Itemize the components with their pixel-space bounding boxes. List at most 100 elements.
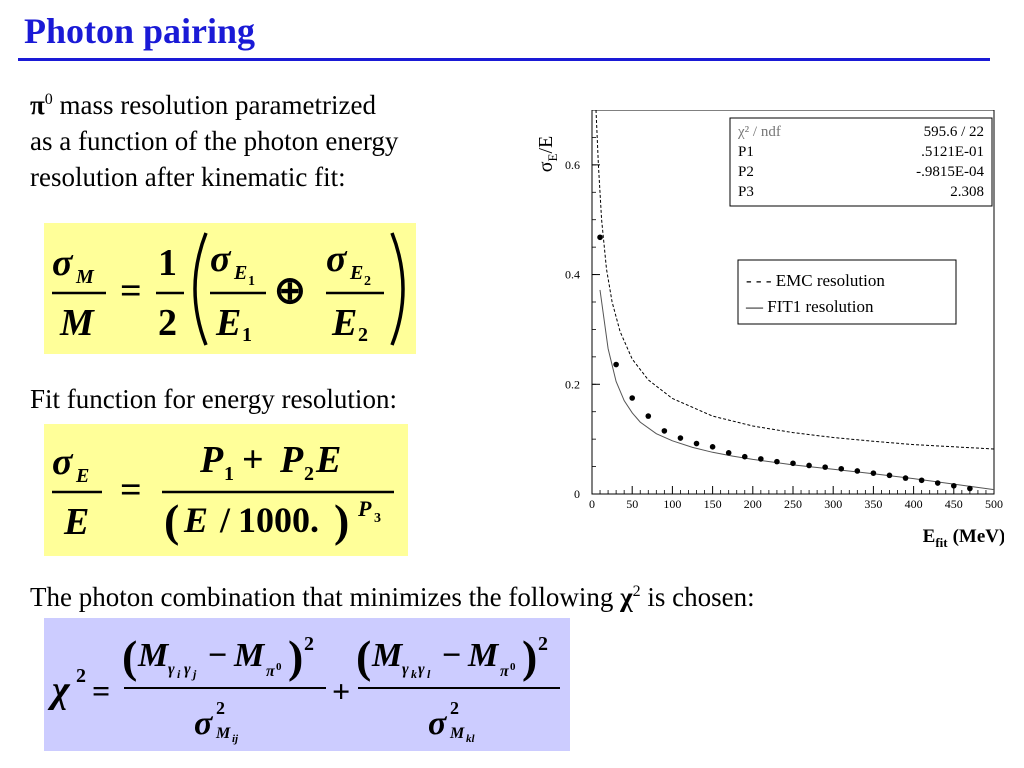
equals-sign: = — [120, 469, 142, 511]
stat-value: -.9815E-04 — [916, 164, 984, 180]
stats-box: χ² / ndf 595.6 / 22 P1 .5121E-01 P2 -.9815E-0… — [729, 117, 993, 207]
x-axis-title: Efit (MeV) — [923, 526, 1004, 550]
data-point — [854, 468, 861, 474]
p1: P — [199, 439, 224, 481]
legend: - - - EMC resolution — FIT1 resolution — [737, 259, 957, 325]
chi-square-power: 2 — [76, 665, 86, 687]
data-point — [725, 450, 732, 456]
intro-line-3: resolution after kinematic fit: — [30, 161, 346, 192]
data-point — [918, 477, 925, 484]
data-point — [774, 458, 780, 465]
x-tick-label: 450 — [945, 497, 963, 511]
denom-e1: E — [215, 302, 241, 344]
legend-frame — [737, 259, 957, 325]
y-axis-title: σE/E — [535, 136, 560, 173]
left-paren: ( — [164, 495, 179, 546]
minus-1: − — [208, 637, 227, 674]
right-paren: ) — [334, 495, 349, 546]
sigma-sub-ij: ij — [232, 733, 239, 745]
x-tick-label: 250 — [784, 497, 802, 511]
index-i: i — [177, 667, 181, 681]
pi-symbol: π — [30, 90, 45, 120]
x-tick-label: 400 — [905, 497, 923, 511]
chi-text-before: The photon combination that minimizes th… — [30, 582, 614, 612]
x-tick-label: 200 — [744, 497, 762, 511]
fit1-resolution-curve — [599, 289, 995, 491]
y-tick-label: 0.6 — [565, 158, 580, 172]
data-point — [677, 435, 684, 441]
legend-entry: — FIT1 resolution — [745, 297, 874, 316]
x-label-e: E — [923, 526, 936, 547]
index-l: l — [427, 667, 431, 681]
sub-e: E — [75, 465, 89, 487]
data-point — [597, 234, 603, 241]
m-2: M — [371, 637, 404, 674]
m-pi-2: M — [467, 637, 500, 674]
denominator-two: 2 — [158, 302, 177, 344]
chi-paragraph: The photon combination that minimizes th… — [30, 580, 755, 616]
slash: / — [219, 500, 231, 540]
chi-square-formula: χ 2 = ( M γ i γ j − M π 0 ) 2 σ 2 M ij +… — [44, 618, 570, 751]
y-label-tail: /E — [535, 136, 557, 154]
x-tick-label: 500 — [985, 497, 1003, 511]
oplus-symbol: ⊕ — [274, 270, 306, 312]
p3: P — [357, 496, 372, 521]
m-pi-1: M — [233, 637, 266, 674]
plus-sign: + — [242, 439, 264, 481]
data-point — [822, 464, 828, 470]
sigma-sub-kl: kl — [466, 733, 476, 745]
x-tick-label: 350 — [864, 497, 882, 511]
sigma-square-1: 2 — [216, 698, 225, 718]
sigma-square-2: 2 — [450, 698, 459, 718]
pi-2: π — [500, 663, 510, 680]
denom-e: E — [183, 500, 208, 540]
stat-name: χ² / ndf — [737, 124, 781, 140]
chi-text-after: is chosen: — [647, 582, 755, 612]
intro-paragraph: π0 mass resolution parametrized as a fun… — [30, 88, 398, 196]
slide-title: Photon pairing — [24, 11, 256, 51]
y-label-sigma: σ — [535, 161, 557, 172]
sigma-2: σ — [428, 705, 448, 742]
data-point — [645, 413, 652, 419]
sub-e2: E — [349, 262, 363, 284]
x-tick-label: 300 — [824, 497, 842, 511]
stat-name: P3 — [738, 184, 754, 200]
p2-index: 2 — [304, 463, 314, 485]
minus-2: − — [442, 637, 461, 674]
gamma-i: γ — [168, 661, 175, 678]
data-point — [838, 465, 845, 472]
stat-name: P2 — [738, 164, 754, 180]
data-point — [693, 440, 700, 447]
data-point — [902, 475, 909, 481]
data-point — [629, 395, 635, 401]
gamma-k: γ — [402, 661, 409, 678]
stats-frame — [729, 117, 993, 207]
gamma-j: γ — [184, 661, 191, 678]
data-point — [934, 480, 941, 486]
stat-name: P1 — [738, 144, 754, 160]
mass-resolution-formula: σ M M = 1 2 σ E 1 E 1 ⊕ σ E 2 E 2 — [44, 223, 416, 354]
energy-e: E — [315, 439, 341, 481]
p1-index: 1 — [224, 463, 234, 485]
data-point — [886, 472, 893, 479]
m-1: M — [137, 637, 170, 674]
y-tick-label: 0.4 — [565, 268, 580, 282]
p3-index: 3 — [374, 511, 381, 526]
energy-resolution-formula: σ E E = P 1 + P 2 E ( E / 1000. ) P 3 — [44, 424, 408, 556]
sub-e1: E — [233, 262, 247, 284]
data-point — [790, 460, 796, 467]
data-point — [741, 453, 748, 460]
y-label-sub: E — [545, 153, 560, 161]
intro-line-2: as a function of the photon energy — [30, 125, 399, 156]
numerator-one: 1 — [158, 242, 177, 284]
plus-sign: + — [332, 673, 350, 709]
intro-line-1: mass resolution parametrized — [59, 90, 376, 120]
sigma-1: σ — [194, 705, 214, 742]
chi-symbol: χ — [620, 582, 633, 612]
pi-superscript: 0 — [44, 91, 53, 108]
resolution-chart: σE/E 0 50 100 150 200 250 300 350 400 450 50000.20… — [535, 110, 1004, 550]
data-point — [613, 361, 619, 368]
y-tick-label: 0 — [574, 487, 580, 501]
sub-e1-index: 1 — [248, 274, 255, 289]
x-tick-label: 0 — [589, 497, 595, 511]
